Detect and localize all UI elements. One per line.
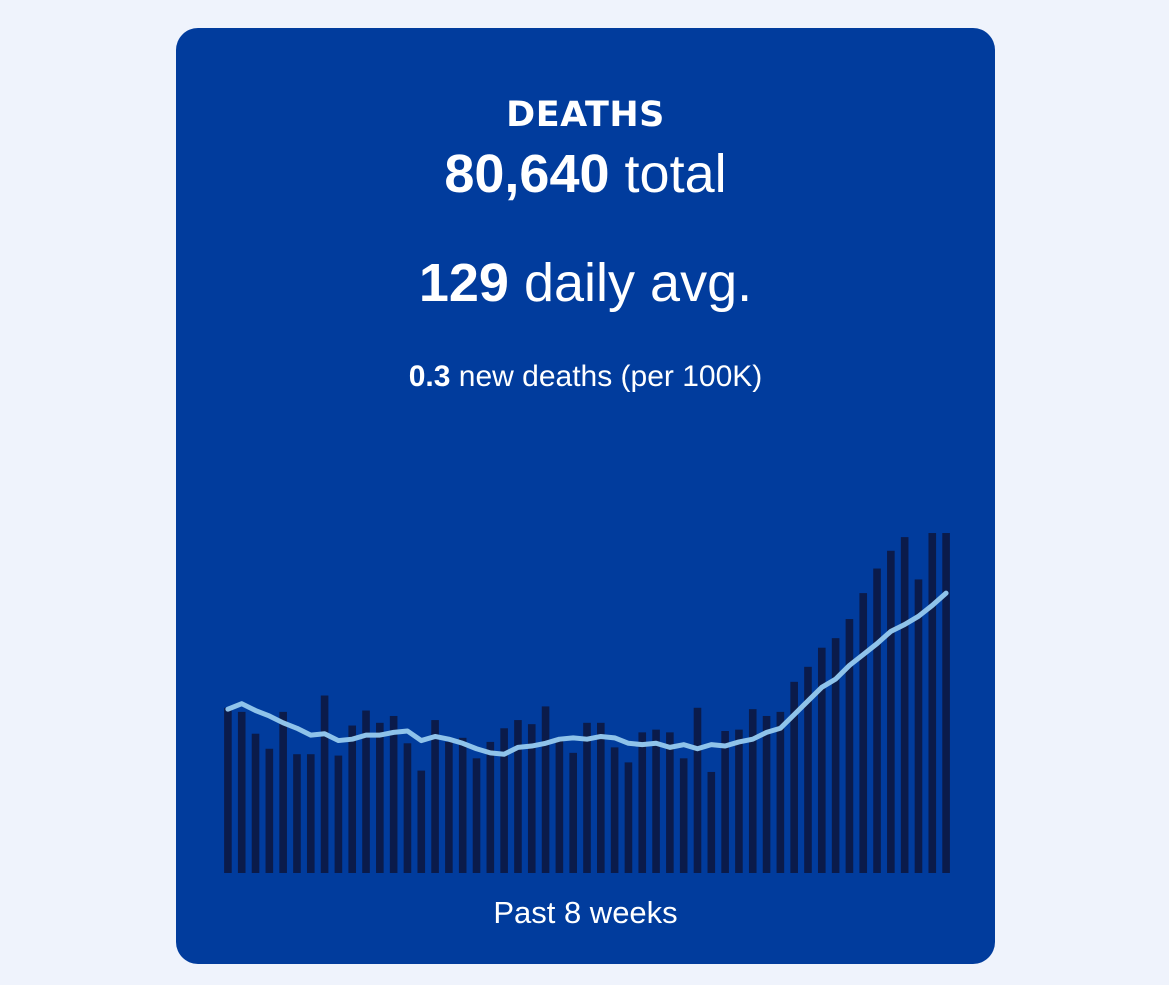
daily-deaths-bar <box>417 770 426 873</box>
daily-deaths-bar <box>693 707 702 873</box>
daily-deaths-bar <box>735 729 743 873</box>
daily-deaths-bar <box>431 720 439 873</box>
daily-deaths-bar <box>748 709 757 873</box>
daily-deaths-bar <box>873 568 881 873</box>
daily-deaths-bar <box>389 715 398 873</box>
daily-deaths-bar <box>320 695 329 873</box>
daily-average-value: 129 <box>418 253 509 313</box>
daily-deaths-bar <box>776 711 785 873</box>
daily-average-stat: 129 daily avg. <box>176 253 995 313</box>
daily-deaths-bar <box>804 666 812 873</box>
daily-deaths-bar <box>900 537 909 873</box>
daily-deaths-bar <box>887 550 895 873</box>
new-deaths-per-100k: 0.3 new deaths (per 100K) <box>176 359 995 395</box>
daily-deaths-bar <box>403 743 412 873</box>
seven-day-average-line <box>225 590 949 757</box>
daily-deaths-bar <box>514 720 522 873</box>
daily-deaths-bar <box>928 533 937 873</box>
deaths-card: DEATHS 80,640 total 129 daily avg. 0.3 n… <box>176 28 995 964</box>
daily-deaths-bar <box>251 733 260 873</box>
daily-deaths-bar <box>610 747 619 873</box>
daily-deaths-bar <box>293 754 301 873</box>
daily-deaths-bar <box>679 758 688 873</box>
daily-deaths-bar <box>362 710 370 873</box>
daily-deaths-bar <box>707 771 716 873</box>
daily-deaths-bar <box>224 707 232 873</box>
daily-deaths-bar <box>762 715 771 873</box>
card-title: DEATHS <box>506 95 665 135</box>
daily-deaths-bar <box>279 711 287 873</box>
deaths-chart <box>224 533 950 873</box>
total-deaths-stat: 80,640 total <box>176 144 995 204</box>
daily-deaths-bar <box>569 752 577 873</box>
daily-deaths-bar <box>859 593 868 873</box>
daily-deaths-bar <box>541 706 550 873</box>
per-100k-label: new deaths (per 100K) <box>458 360 763 393</box>
daily-deaths-bar <box>817 647 826 873</box>
daily-deaths-bar <box>652 729 660 873</box>
daily-deaths-bar <box>500 728 508 873</box>
daily-deaths-bar <box>597 722 605 873</box>
daily-deaths-bar <box>721 731 729 873</box>
daily-deaths-bar <box>334 755 343 873</box>
daily-deaths-bar <box>666 732 674 873</box>
daily-deaths-bar <box>527 724 536 873</box>
daily-deaths-bar <box>458 737 467 873</box>
daily-deaths-bar <box>790 681 798 873</box>
chart-period-label: Past 8 weeks <box>493 895 678 930</box>
daily-deaths-bar <box>376 722 384 873</box>
total-deaths-value: 80,640 <box>444 144 610 204</box>
daily-deaths-bar <box>306 754 315 873</box>
daily-deaths-bar <box>265 748 274 873</box>
daily-deaths-bar <box>445 741 453 873</box>
daily-average-unit: daily avg. <box>523 253 753 313</box>
daily-deaths-bar <box>914 579 923 873</box>
daily-deaths-bar <box>831 638 840 873</box>
daily-deaths-bar <box>472 758 481 873</box>
daily-deaths-bar <box>237 711 246 873</box>
total-deaths-unit: total <box>624 144 727 204</box>
daily-deaths-bar <box>555 739 564 873</box>
daily-deaths-bar <box>624 762 633 873</box>
daily-deaths-bar <box>942 533 950 873</box>
daily-deaths-bar <box>583 722 591 873</box>
daily-deaths-bar <box>638 732 647 873</box>
daily-deaths-bar <box>486 741 495 873</box>
per-100k-value: 0.3 <box>408 360 451 393</box>
daily-deaths-bar <box>348 725 357 873</box>
daily-deaths-bar <box>845 619 854 873</box>
